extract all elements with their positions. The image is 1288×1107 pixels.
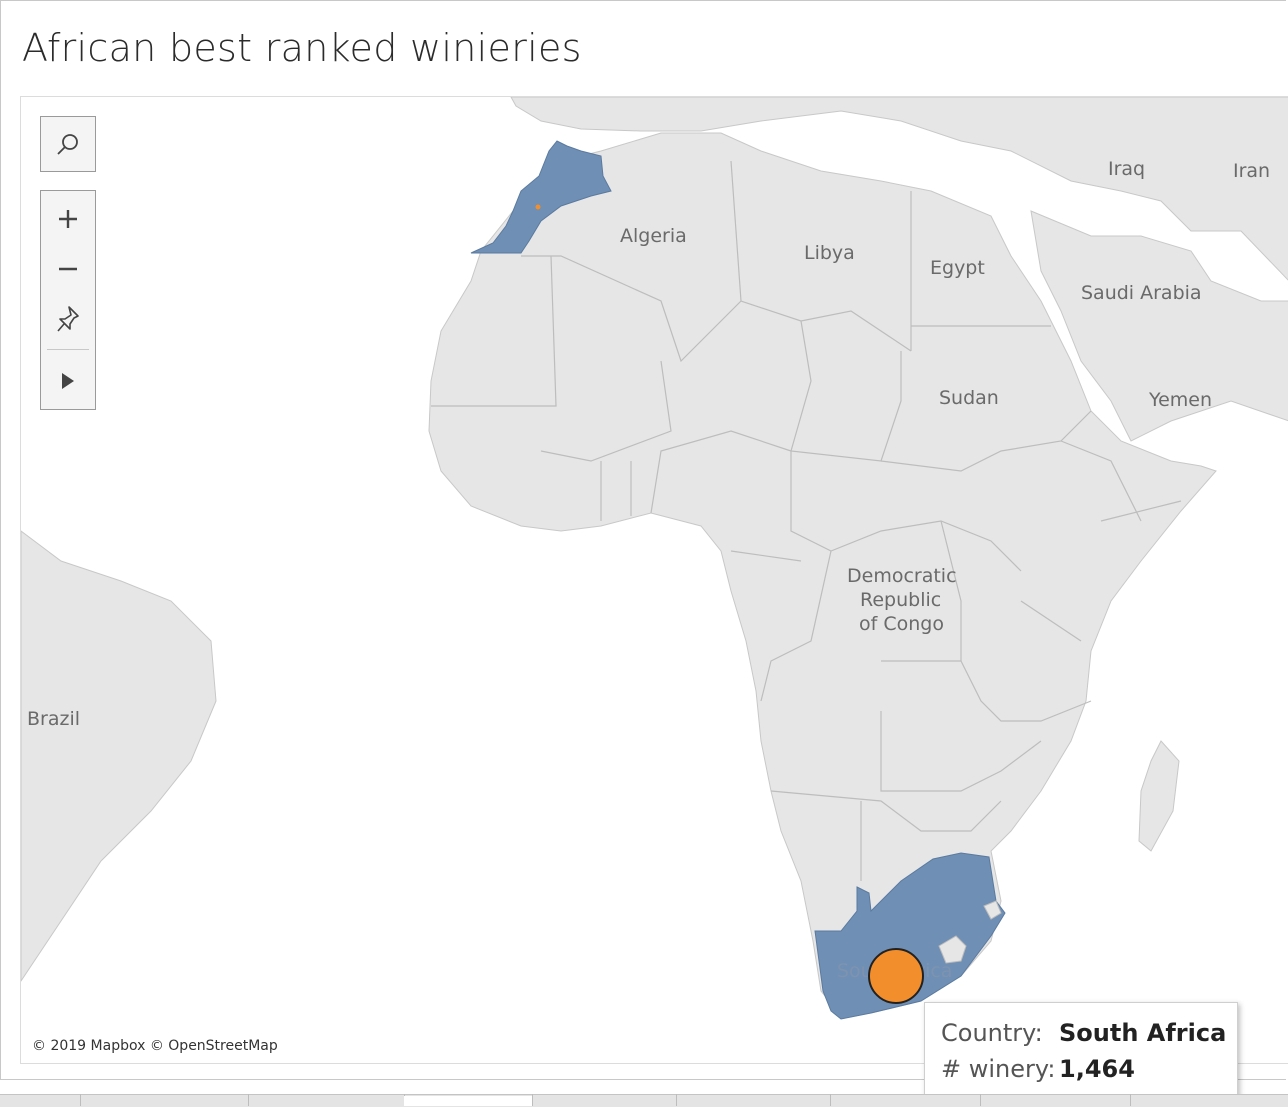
tooltip-winery-row: # winery: 1,464 [941, 1055, 1135, 1083]
expand-toolbar-button[interactable] [41, 359, 95, 403]
zoom-in-icon [59, 210, 77, 228]
land-madagascar [1138, 740, 1180, 852]
label-egypt: Egypt [930, 257, 985, 279]
play-icon [62, 373, 74, 389]
tooltip-winery-value: 1,464 [1059, 1055, 1135, 1083]
sheet-tab-divider [980, 1094, 981, 1106]
sheet-tabs-bar [0, 1094, 1288, 1107]
label-saudi-arabia: Saudi Arabia [1081, 282, 1202, 304]
map-search-button[interactable] [40, 116, 96, 172]
sheet-tab-active[interactable] [404, 1096, 532, 1106]
zoom-in-button[interactable] [41, 197, 95, 241]
label-iraq: Iraq [1108, 158, 1145, 180]
search-icon [41, 117, 95, 171]
land-europe [510, 97, 1288, 281]
tooltip-country-key: Country: [941, 1019, 1043, 1047]
land-arabia [1030, 210, 1288, 442]
pin-map-button[interactable] [41, 297, 95, 341]
label-brazil: Brazil [27, 708, 80, 730]
label-algeria: Algeria [620, 225, 687, 247]
sheet-tab-divider [676, 1094, 677, 1106]
zoom-out-icon [59, 267, 77, 271]
label-drc-line2: Republic [860, 589, 941, 611]
country-borders [431, 160, 1182, 881]
label-iran: Iran [1233, 160, 1270, 182]
zoom-out-button[interactable] [41, 247, 95, 291]
pin-icon [57, 306, 79, 332]
region-morocco [470, 140, 612, 254]
sheet-tab-divider [248, 1094, 249, 1106]
map-toolbar [40, 190, 96, 410]
region-eswatini [983, 900, 1002, 920]
sheet-tab-divider [80, 1094, 81, 1106]
sheet-tab-divider [532, 1094, 533, 1106]
map-attribution[interactable]: © 2019 Mapbox © OpenStreetMap [32, 1038, 278, 1054]
toolbar-divider [47, 349, 89, 350]
land-south-america [21, 530, 217, 982]
map-view[interactable]: Algeria Libya Egypt Sudan Iraq Iran Saud… [20, 96, 1288, 1064]
dashboard-frame [0, 0, 1286, 1080]
region-south-africa [814, 852, 1006, 1020]
sheet-tab-divider [830, 1094, 831, 1106]
label-sudan: Sudan [939, 387, 999, 409]
label-libya: Libya [804, 242, 855, 264]
label-drc-line3: of Congo [859, 613, 944, 635]
tooltip-winery-key: # winery: [941, 1055, 1056, 1083]
page-title: African best ranked winieries [22, 26, 582, 70]
tooltip-country-value: South Africa [1059, 1019, 1227, 1047]
region-lesotho [938, 935, 967, 964]
label-yemen: Yemen [1148, 389, 1212, 411]
marker-south-africa[interactable] [868, 948, 924, 1004]
tooltip: Country: South Africa # winery: 1,464 [924, 1002, 1238, 1104]
sheet-tab-divider [1130, 1094, 1131, 1106]
label-drc-line1: Democratic [847, 565, 957, 587]
map-canvas[interactable]: Algeria Libya Egypt Sudan Iraq Iran Saud… [21, 97, 1288, 1064]
tooltip-country-row: Country: South Africa [941, 1019, 1226, 1047]
marker-morocco[interactable] [535, 204, 541, 210]
